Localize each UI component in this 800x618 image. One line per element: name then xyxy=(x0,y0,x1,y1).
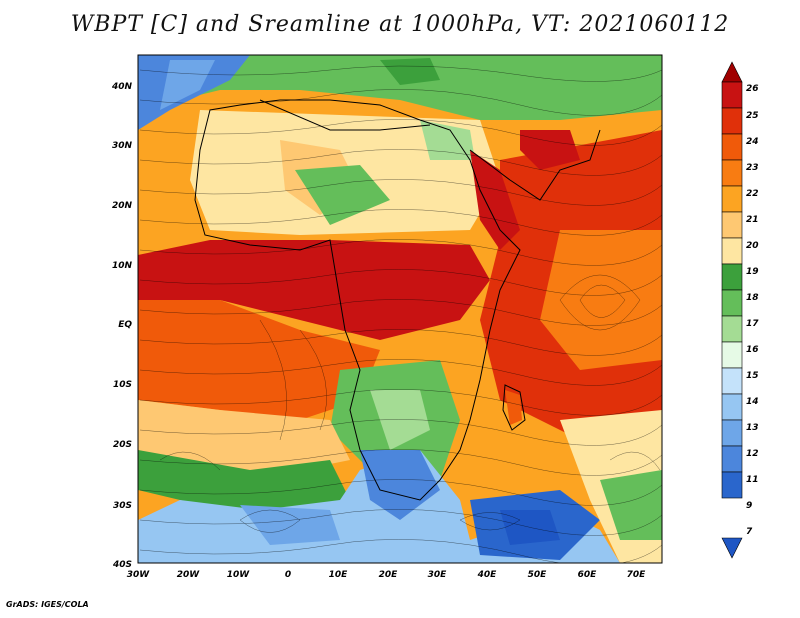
colorbar-box xyxy=(721,341,743,369)
colorbar-box xyxy=(721,185,743,213)
colorbar-label: 13 xyxy=(746,423,759,433)
lat-label: 20S xyxy=(113,440,132,450)
coastlines xyxy=(194,99,601,501)
lat-labels: 40N 30N 20N 10N EQ 10S 20S 30S 40S xyxy=(111,82,133,570)
lon-label: 30W xyxy=(127,570,151,580)
colorbar-box xyxy=(721,315,743,343)
lon-label: 20E xyxy=(379,570,399,580)
streamlines xyxy=(139,65,662,563)
colorbar-label: 17 xyxy=(746,319,759,329)
colorbar-label: 23 xyxy=(746,163,759,173)
colorbar-label: 12 xyxy=(746,449,759,459)
colorbar-label: 16 xyxy=(746,345,759,355)
lat-label: 40N xyxy=(111,82,133,92)
colorbar-box xyxy=(721,419,743,447)
lat-label: 20N xyxy=(112,201,133,211)
colorbar-label: 22 xyxy=(746,189,759,199)
colorbar-label: 19 xyxy=(746,267,759,277)
lon-label: 10E xyxy=(329,570,349,580)
colorbar-box xyxy=(721,393,743,421)
chart-title: WBPT [C] and Sreamline at 1000hPa, VT: 2… xyxy=(70,12,730,37)
lon-labels: 30W 20W 10W 0 10E 20E 30E 40E 50E 60E 70… xyxy=(127,570,646,580)
colorbar-labels: 26 25 24 23 22 21 20 19 18 17 16 15 14 1… xyxy=(746,84,759,537)
colorbar-label: 14 xyxy=(746,397,759,407)
colorbar-box xyxy=(721,237,743,265)
colorbar-label: 15 xyxy=(746,371,759,381)
colorbar-label: 18 xyxy=(746,293,759,303)
colorbar-label: 24 xyxy=(746,137,759,147)
lon-label: 70E xyxy=(627,570,647,580)
colorbar-bottom-cap xyxy=(721,537,743,559)
lat-label: EQ xyxy=(118,320,132,330)
colorbar-label: 7 xyxy=(746,527,753,537)
lat-label: 10S xyxy=(113,380,132,390)
colorbar-box xyxy=(721,445,743,473)
lat-label: 30S xyxy=(113,501,132,511)
lon-label: 40E xyxy=(477,570,498,580)
lat-label: 30N xyxy=(112,141,133,151)
colorbar-label: 26 xyxy=(746,84,759,94)
colorbar-box xyxy=(721,159,743,187)
lon-label: 30E xyxy=(428,570,448,580)
colorbar-box xyxy=(721,289,743,317)
lon-label: 10W xyxy=(227,570,251,580)
colorbar-label: 9 xyxy=(746,501,752,511)
lon-label: 0 xyxy=(285,570,291,580)
plot-frame xyxy=(137,54,663,564)
colorbar-box xyxy=(721,107,743,135)
colorbar-boxes xyxy=(721,81,743,499)
lon-label: 20W xyxy=(177,570,201,580)
colorbar: 26 25 24 23 22 21 20 19 18 17 16 15 14 1… xyxy=(721,61,759,559)
colorbar-label: 11 xyxy=(746,475,759,485)
colorbar-box xyxy=(721,263,743,291)
colorbar-label: 20 xyxy=(746,241,759,251)
colorbar-box xyxy=(721,367,743,395)
lon-label: 60E xyxy=(578,570,598,580)
software-credit: GrADS: IGES/COLA xyxy=(6,600,89,609)
colorbar-box xyxy=(721,133,743,161)
colorbar-top-cap xyxy=(721,61,743,83)
colorbar-label: 25 xyxy=(746,111,759,121)
colorbar-box xyxy=(721,81,743,109)
colorbar-box xyxy=(721,471,743,499)
lat-label: 10N xyxy=(112,261,133,271)
colorbar-label: 21 xyxy=(746,215,759,225)
lon-label: 50E xyxy=(528,570,548,580)
lat-label: 40S xyxy=(112,560,132,570)
wbpt-field xyxy=(138,55,662,563)
colorbar-box xyxy=(721,211,743,239)
